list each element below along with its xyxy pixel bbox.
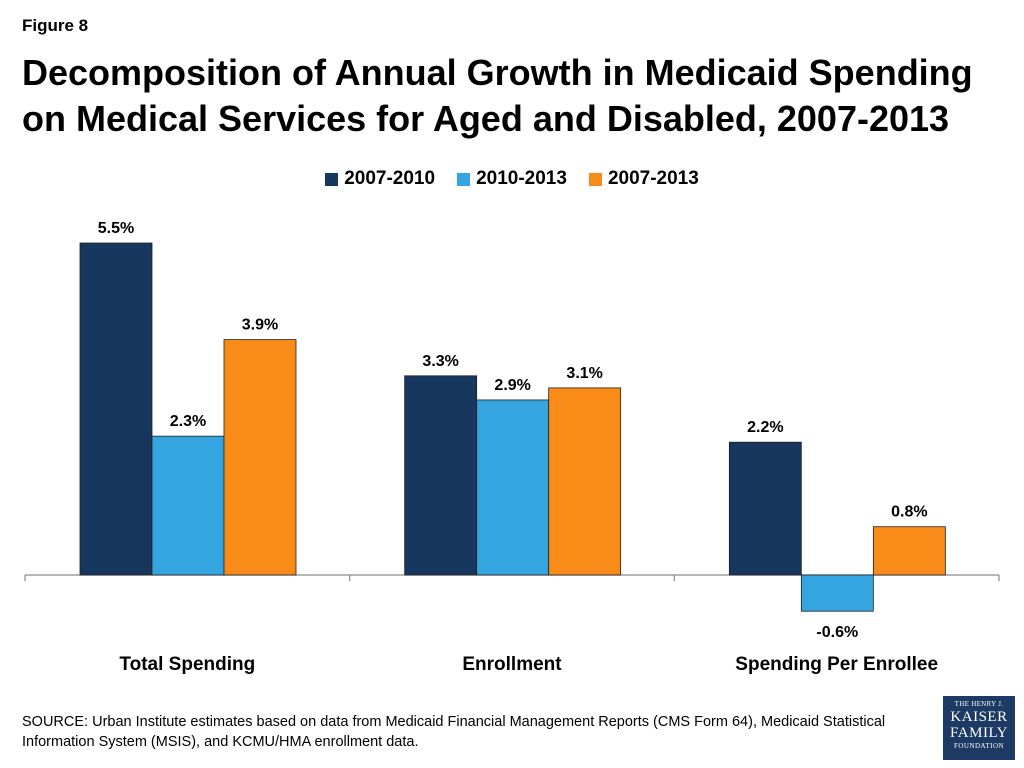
chart-title: Decomposition of Annual Growth in Medica…: [22, 52, 973, 139]
legend-item-series-0: 2007-2010: [325, 168, 435, 190]
x-tick-label: Total Spending: [119, 654, 255, 675]
bar-2010-2013-spending-per-enrollee: [800, 574, 874, 612]
legend-label-series-0: 2007-2010: [344, 168, 436, 189]
x-tick-label: Spending Per Enrollee: [735, 654, 938, 675]
data-label: 3.9%: [242, 317, 278, 334]
logo-line-4: FOUNDATION: [953, 742, 1005, 750]
bar-2007-2010-total-spending: [79, 242, 153, 576]
data-label: 3.3%: [422, 353, 458, 370]
kff-logo: THE HENRY J. KAISER FAMILY FOUNDATION: [943, 696, 1015, 760]
source-note: SOURCE: Urban Institute estimates based …: [22, 714, 886, 750]
data-label: 2.9%: [494, 377, 530, 394]
bar-2007-2013-spending-per-enrollee: [872, 526, 946, 576]
legend-item-series-2: 2007-2013: [588, 168, 699, 190]
legend-swatch-series-1: [457, 172, 471, 186]
legend-swatch-series-2: [588, 172, 602, 186]
bar-2007-2013-enrollment: [548, 387, 622, 576]
bar-2007-2013-total-spending: [223, 339, 297, 576]
logo-line-2: KAISER: [950, 709, 1008, 725]
data-label: 5.5%: [98, 220, 134, 237]
figure-label: Figure 8: [22, 16, 89, 35]
data-label: 2.3%: [170, 413, 206, 430]
bar-2010-2013-enrollment: [476, 399, 550, 576]
legend-label-series-2: 2007-2013: [607, 168, 699, 189]
bar-chart: 5.5% 2.3% 3.9% Total Spending 3.3% 2.9% 3.1% En…: [24, 220, 1000, 675]
data-label: -0.6%: [816, 624, 858, 641]
data-label: 3.1%: [566, 365, 602, 382]
legend-label-series-1: 2010-2013: [476, 168, 567, 189]
logo-line-1: THE HENRY J.: [954, 700, 1004, 708]
bar-2010-2013-total-spending: [151, 435, 225, 576]
bar-2007-2010-enrollment: [404, 375, 478, 576]
chart-legend: 2007-2010 2010-2013 2007-2013: [0, 168, 1024, 190]
legend-swatch-series-0: [325, 172, 339, 186]
legend-item-series-1: 2010-2013: [457, 168, 567, 190]
bar-2007-2010-spending-per-enrollee: [728, 441, 802, 576]
x-tick-label: Enrollment: [462, 654, 562, 675]
data-label: 2.2%: [747, 419, 783, 436]
data-label: 0.8%: [891, 504, 927, 521]
logo-line-3: FAMILY: [950, 725, 1008, 741]
